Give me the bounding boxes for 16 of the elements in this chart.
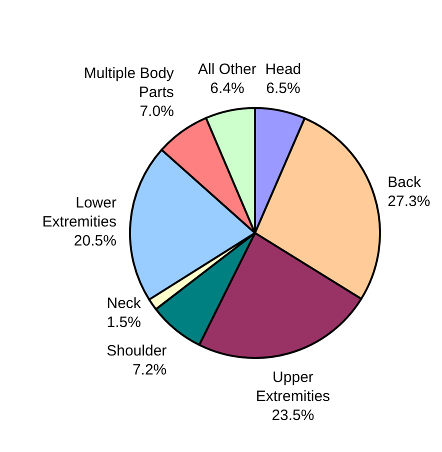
slice-label: Head <box>265 60 302 78</box>
data-label: 20.5% <box>74 232 116 250</box>
slice-label: Lower Extremities <box>42 194 116 230</box>
data-label: 23.5% <box>272 406 314 424</box>
data-label: 1.5% <box>106 314 141 331</box>
slice-label: Shoulder <box>106 342 167 360</box>
slice-label: Back <box>388 174 422 191</box>
slice-label: Multiple Body Parts <box>84 65 174 102</box>
slice-label: Neck <box>106 294 142 312</box>
slice-label: Upper Extremities <box>256 368 330 405</box>
data-label: 6.5% <box>266 80 300 97</box>
data-label: 27.3% <box>388 192 430 210</box>
data-label: 7.2% <box>132 362 167 379</box>
slice-label: All Other <box>198 60 256 78</box>
data-label: 6.4% <box>210 80 244 97</box>
data-label: 7.0% <box>140 103 174 120</box>
